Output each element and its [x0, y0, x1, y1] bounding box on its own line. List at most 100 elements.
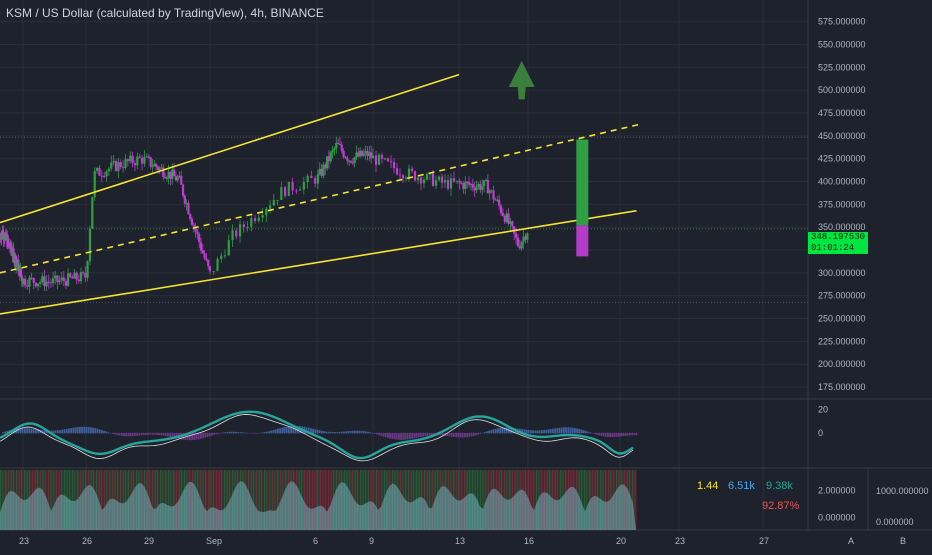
vol-stripe-223	[356, 470, 358, 530]
vol-stripe-141	[225, 470, 227, 530]
vol-stripe-387	[619, 470, 621, 530]
osc-bar-76	[169, 432, 171, 438]
osc-bar-254	[560, 427, 563, 434]
vol-stripe-86	[137, 470, 139, 530]
vol-stripe-229	[366, 470, 368, 530]
vol-stripe-159	[254, 470, 256, 530]
osc-bar-7	[17, 428, 20, 434]
vol-stripe-214	[342, 470, 344, 530]
vol-stripe-244	[390, 470, 392, 530]
osc-bar-28	[63, 429, 66, 434]
osc-bar-77	[171, 432, 174, 438]
vol-stripe-14	[22, 470, 24, 530]
osc-bar-283	[624, 432, 627, 436]
vol-stripe-90	[144, 470, 146, 530]
vol-stripe-259	[414, 470, 416, 530]
osc-bar-118	[261, 432, 264, 434]
time-axis-label-3: Sep	[206, 536, 222, 546]
osc-bar-220	[486, 431, 488, 434]
vol-stripe-254	[406, 470, 408, 530]
osc-bar-268	[591, 432, 594, 434]
vol-stripe-100	[160, 470, 162, 530]
osc-bar-259	[571, 427, 574, 434]
vol-stripe-178	[284, 470, 286, 530]
last-price-value: 348.197530	[811, 232, 866, 242]
osc-bar-71	[158, 432, 160, 436]
vol-stripe-318	[508, 470, 510, 530]
vol-stripe-394	[630, 470, 632, 530]
candle-body-245	[501, 212, 505, 216]
vol-stripe-317	[507, 470, 509, 530]
vol-stripe-155	[248, 470, 250, 530]
osc-bar-207	[457, 432, 460, 438]
candle-body-116	[176, 177, 179, 181]
candle-body-256	[522, 236, 525, 242]
osc-bar-251	[554, 428, 556, 434]
price-axis-label-11: 300.000000	[818, 268, 866, 278]
osc-bar-24	[54, 430, 57, 434]
osc-bar-140	[310, 428, 312, 434]
vol-stripe-385	[616, 470, 618, 530]
osc-bar-205	[453, 432, 455, 437]
vol-stripe-177	[283, 470, 285, 530]
vol-stripe-179	[286, 470, 288, 530]
vol-stripe-113	[180, 470, 182, 530]
osc-bar-229	[505, 427, 508, 434]
candle-body-198	[386, 158, 390, 162]
osc-bar-58	[129, 432, 132, 437]
vol-stripe-280	[448, 470, 450, 530]
candle-body-133	[207, 260, 210, 267]
candle-body-169	[327, 156, 331, 162]
bar-countdown: 01:01:24	[811, 243, 855, 253]
vol-stripe-344	[550, 470, 552, 530]
vol-stripe-162	[259, 470, 261, 530]
candle-body-130	[201, 250, 204, 254]
candle-body-233	[479, 183, 482, 190]
osc-bar-17	[39, 429, 42, 434]
osc-bar-15	[35, 429, 37, 434]
vol-stripe-248	[396, 470, 398, 530]
vol-stripe-321	[513, 470, 515, 530]
vol-stripe-241	[385, 470, 387, 530]
osc-bar-83	[184, 432, 187, 441]
candle-body-250	[511, 221, 514, 227]
vol-stripe-349	[558, 470, 560, 530]
vol-stripe-102	[163, 470, 165, 530]
osc-bar-152	[336, 432, 339, 434]
candle-body-54	[43, 276, 46, 287]
osc-bar-148	[327, 431, 330, 434]
candle-body-158	[299, 189, 302, 191]
candle-body-165	[320, 168, 323, 176]
candle-body-86	[114, 160, 118, 171]
vol-stripe-134	[214, 470, 216, 530]
osc-bar-221	[488, 430, 490, 434]
osc-bar-192	[424, 432, 427, 437]
stat-3: 9.38k	[766, 480, 793, 492]
vol-stripe-46	[73, 470, 75, 530]
osc-bar-57	[127, 432, 130, 437]
price-axis-label-4: 475.000000	[818, 108, 866, 118]
vol-stripe-271	[433, 470, 435, 530]
candle-body-244	[499, 205, 503, 213]
price-axis-label-16: 175.000000	[818, 382, 866, 392]
osc-bar-90	[200, 432, 202, 439]
vol-stripe-397	[635, 470, 637, 530]
vol-stripe-31	[49, 470, 51, 530]
candle-body-87	[117, 162, 120, 171]
vol-stripe-13	[20, 470, 22, 530]
candle-body-140	[231, 230, 234, 241]
vol-stripe-278	[444, 470, 446, 530]
candle-body-139	[227, 240, 230, 256]
osc-bar-39	[87, 427, 90, 434]
vol-stripe-186	[297, 470, 299, 530]
up-arrow	[508, 60, 535, 100]
vol-stripe-221	[353, 470, 355, 530]
candle-body-53	[41, 276, 44, 283]
candle-body-230	[473, 187, 476, 191]
vol-stripe-277	[443, 470, 445, 530]
osc-bar-271	[598, 432, 600, 436]
osc-bar-267	[589, 432, 592, 434]
osc-bar-146	[323, 431, 325, 434]
vol-stripe-258	[412, 470, 414, 530]
vol-stripe-196	[313, 470, 315, 530]
